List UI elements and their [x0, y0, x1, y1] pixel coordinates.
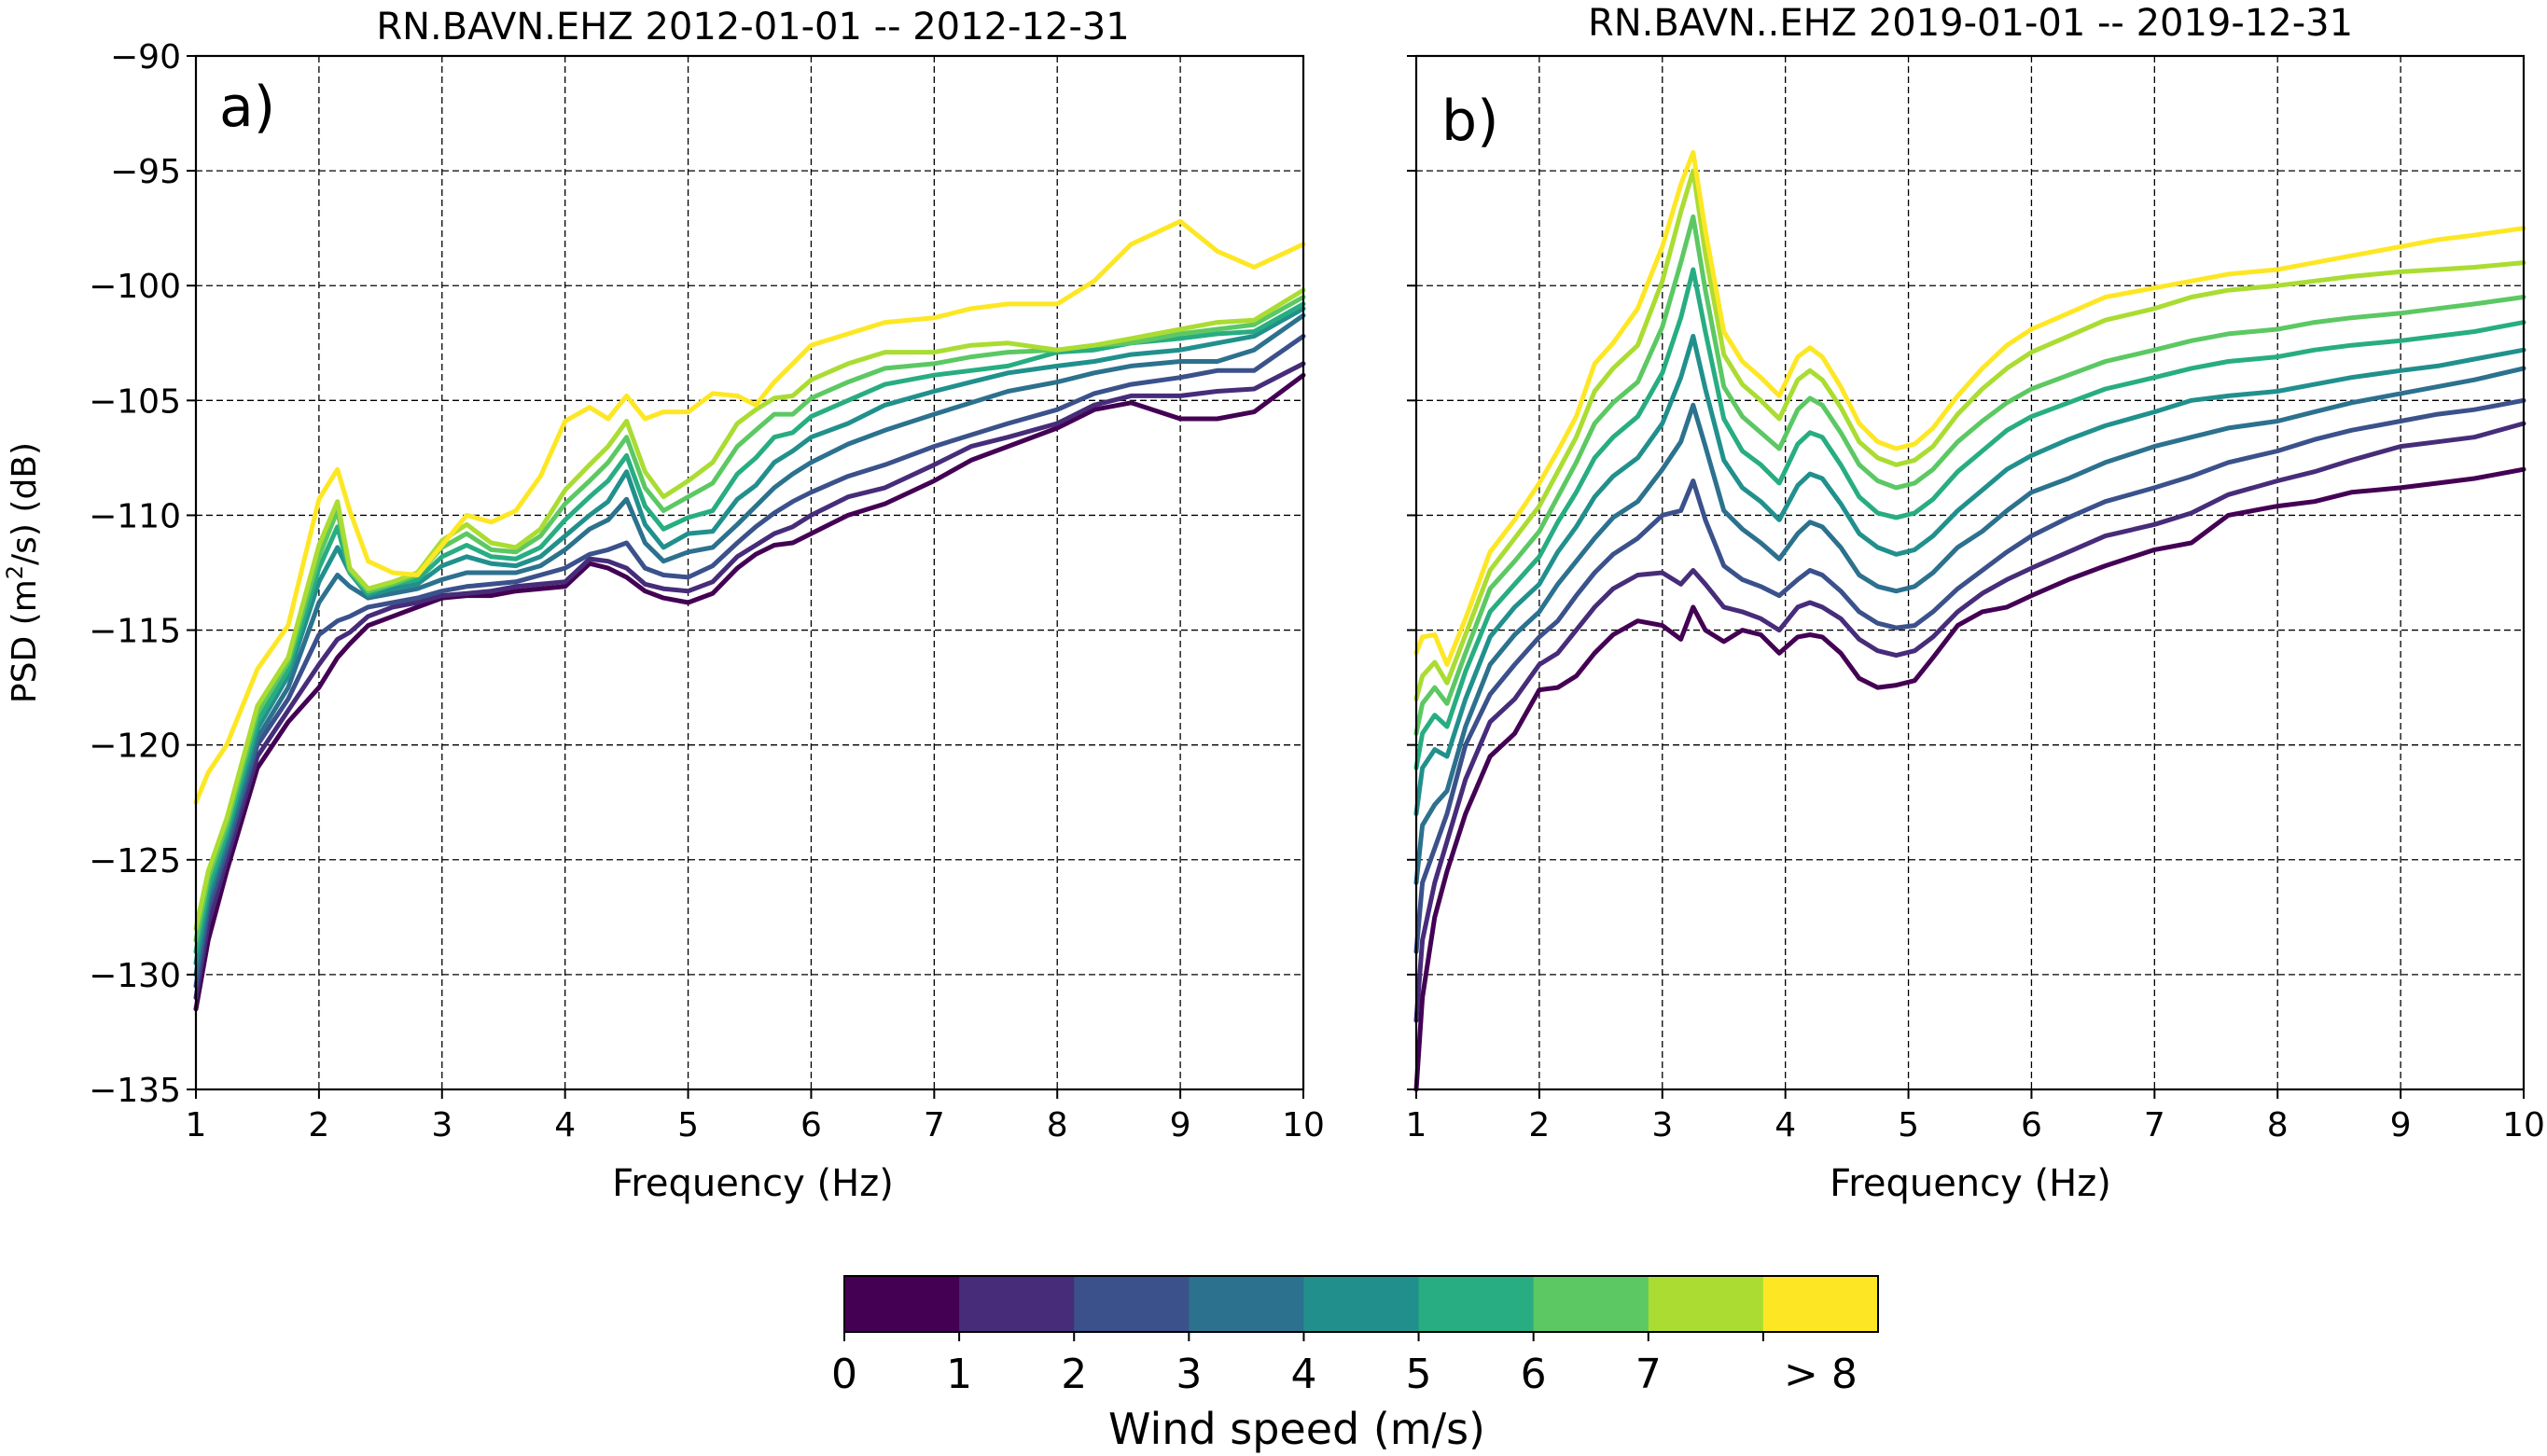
y-axis-label: PSD (m2/s) (dB)	[2, 442, 44, 703]
colorbar-frame	[843, 1275, 1879, 1333]
series-line-2	[1413, 397, 2526, 954]
series-line-7	[193, 287, 1306, 932]
series-line-3	[193, 312, 1306, 978]
colorbar-tick-label: 3	[1176, 1351, 1202, 1398]
x-tick-label: 5	[1898, 1106, 1919, 1144]
colorbar-cells	[844, 1276, 1879, 1332]
x-tick-label: 7	[924, 1106, 945, 1144]
panel-b-y-ticks	[1407, 55, 1416, 1090]
panel-b-x-axis-label: Frequency (Hz)	[1830, 1162, 2111, 1205]
x-tick-label: 1	[1406, 1106, 1427, 1144]
colorbar-tick-label: 5	[1406, 1351, 1432, 1398]
colorbar: 0 1 2 3 4 5 6 7 > 8 Wind speed (m/s)	[831, 1275, 1879, 1454]
panel-b-series	[1413, 149, 2526, 1092]
panel-b-grid	[1416, 56, 2524, 1089]
y-tick-label: −100	[89, 268, 181, 306]
colorbar-tick-label: 6	[1521, 1351, 1547, 1398]
panel-b-x-ticks: 1 2 3 4 5 6 7 8 9 10	[1406, 1089, 2545, 1144]
series-line-2	[193, 333, 1306, 989]
x-tick-label: 10	[2502, 1106, 2545, 1144]
y-tick-label: −105	[89, 382, 181, 421]
y-tick-label: −110	[89, 497, 181, 535]
panel-a: RN.BAVN.EHZ 2012-01-01 -- 2012-12-31 1 2 3…	[2, 6, 1325, 1205]
colorbar-cell	[1189, 1276, 1305, 1332]
series-line-4	[1413, 333, 2526, 816]
series-line-1	[1413, 421, 2526, 1023]
x-tick-label: 1	[186, 1106, 207, 1144]
series-line-8	[193, 218, 1306, 805]
panel-b-title: RN.BAVN..EHZ 2019-01-01 -- 2019-12-31	[1588, 2, 2353, 45]
y-tick-label: −125	[89, 842, 181, 881]
x-tick-label: 2	[308, 1106, 329, 1144]
series-line-7	[1413, 168, 2526, 701]
colorbar-cell	[1533, 1276, 1649, 1332]
colorbar-ticks: 0 1 2 3 4 5 6 7 > 8	[831, 1332, 1858, 1398]
series-line-5	[1413, 267, 2526, 770]
x-tick-label: 8	[1047, 1106, 1068, 1144]
panel-a-series	[193, 218, 1306, 1012]
x-tick-label: 7	[2144, 1106, 2165, 1144]
colorbar-cell	[959, 1276, 1075, 1332]
x-tick-label: 4	[1775, 1106, 1796, 1144]
colorbar-tick-label: > 8	[1784, 1351, 1858, 1398]
x-tick-label: 4	[554, 1106, 576, 1144]
colorbar-cell	[1762, 1276, 1879, 1332]
colorbar-tick-label: 1	[946, 1351, 972, 1398]
x-tick-label: 8	[2267, 1106, 2289, 1144]
panel-a-x-ticks: 1 2 3 4 5 6 7 8 9 10	[186, 1089, 1325, 1144]
colorbar-tick-label: 2	[1061, 1351, 1087, 1398]
colorbar-cell	[1418, 1276, 1535, 1332]
colorbar-cell	[1303, 1276, 1420, 1332]
colorbar-cell	[844, 1276, 960, 1332]
panel-b-label: b)	[1441, 89, 1499, 154]
x-tick-label: 2	[1528, 1106, 1550, 1144]
colorbar-label: Wind speed (m/s)	[1108, 1404, 1485, 1454]
panel-a-x-axis-label: Frequency (Hz)	[612, 1162, 894, 1205]
series-line-8	[1413, 149, 2526, 667]
colorbar-tick-label: 0	[831, 1351, 857, 1398]
series-line-3	[1413, 366, 2526, 885]
colorbar-cell	[1074, 1276, 1190, 1332]
panel-a-title: RN.BAVN.EHZ 2012-01-01 -- 2012-12-31	[376, 6, 1129, 49]
x-tick-label: 3	[431, 1106, 452, 1144]
series-line-0	[193, 372, 1306, 1012]
y-tick-label: −90	[110, 38, 181, 76]
panel-a-grid	[196, 56, 1303, 1089]
panel-a-label: a)	[219, 75, 275, 140]
y-tick-label: −120	[89, 728, 181, 766]
x-tick-label: 9	[2390, 1106, 2412, 1144]
panel-a-y-ticks: −135 −130 −125 −120 −115 −110 −105 −100 −95 −90	[89, 38, 196, 1110]
panel-b-frame	[1414, 54, 2526, 1091]
series-line-0	[1413, 466, 2526, 1092]
colorbar-tick-label: 4	[1290, 1351, 1316, 1398]
y-tick-label: −135	[89, 1072, 181, 1110]
series-line-6	[1413, 214, 2526, 736]
panel-a-frame	[194, 54, 1305, 1091]
panel-b: RN.BAVN..EHZ 2019-01-01 -- 2019-12-31 1 2…	[1406, 2, 2545, 1205]
x-tick-label: 6	[800, 1106, 822, 1144]
y-tick-label: −95	[110, 153, 181, 191]
x-tick-label: 5	[677, 1106, 699, 1144]
x-tick-label: 6	[2021, 1106, 2042, 1144]
x-tick-label: 9	[1170, 1106, 1191, 1144]
colorbar-cell	[1648, 1276, 1764, 1332]
series-line-1	[193, 361, 1306, 1000]
colorbar-tick-label: 7	[1635, 1351, 1662, 1398]
x-tick-label: 10	[1282, 1106, 1325, 1144]
y-tick-label: −130	[89, 957, 181, 995]
y-tick-label: −115	[89, 613, 181, 651]
x-tick-label: 3	[1651, 1106, 1673, 1144]
